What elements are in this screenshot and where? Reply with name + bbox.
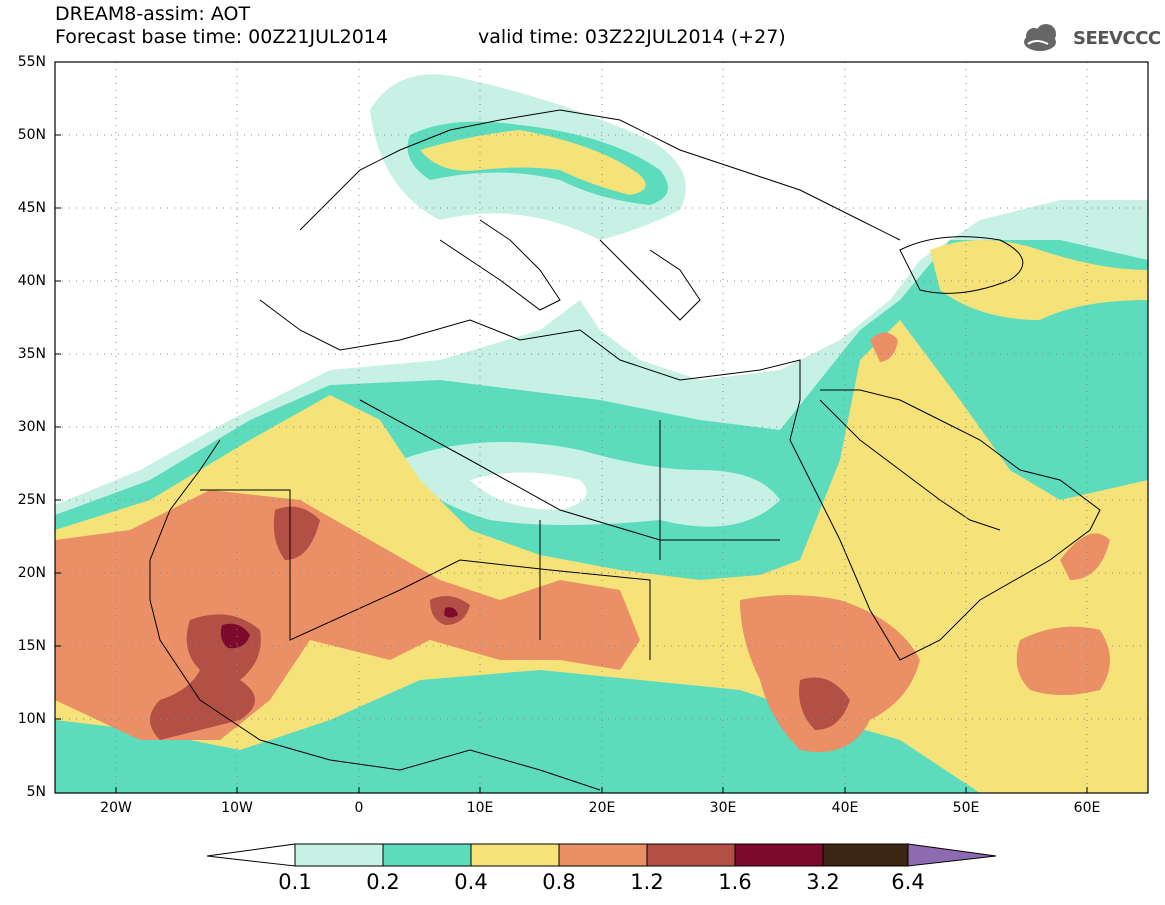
lat-tick-label: 45N — [17, 200, 46, 216]
lat-tick-label: 35N — [17, 346, 46, 362]
cloud-icon — [1024, 24, 1056, 51]
base-time-label: Forecast base time: 00Z21JUL2014 — [55, 26, 388, 48]
lon-tick-label: 10W — [221, 800, 253, 816]
colorbar-label: 6.4 — [891, 870, 925, 894]
lat-tick-label: 40N — [17, 273, 46, 289]
coastlines — [149, 109, 1101, 791]
colorbar-label: 0.1 — [278, 870, 312, 894]
axis-ticks — [55, 134, 1088, 793]
colorbar-cell-3 — [470, 843, 560, 867]
lat-tick-label: 30N — [17, 419, 46, 435]
valid-time-label: valid time: 03Z22JUL2014 (+27) — [478, 26, 786, 48]
seevccc-logo — [1024, 24, 1056, 51]
lat-tick-label: 5N — [26, 784, 46, 800]
lon-tick-label: 20W — [100, 800, 132, 816]
colorbar-label: 0.8 — [542, 870, 576, 894]
aot-band-0.4-europe — [420, 130, 646, 195]
aot-band-0.8-arabia — [1016, 626, 1110, 695]
lon-tick-label: 20E — [588, 800, 616, 816]
aot-band-1.6 — [220, 623, 250, 649]
colorbar-cell-7 — [822, 843, 909, 867]
lat-tick-label: 10N — [17, 711, 46, 727]
colorbar-cell-5 — [646, 843, 736, 867]
colorbar-cell-4 — [558, 843, 648, 867]
lon-tick-label: 10E — [466, 800, 494, 816]
lon-tick-label: 40E — [831, 800, 859, 816]
lat-tick-label: 55N — [17, 54, 46, 70]
logo-text: SEEVCCC — [1073, 28, 1161, 49]
colorbar-cell-6 — [734, 843, 824, 867]
colorbar-cell-1 — [294, 843, 384, 867]
aot-band-0.8-east — [740, 595, 920, 752]
colorbar-label: 0.4 — [454, 870, 488, 894]
lat-tick-label: 20N — [17, 565, 46, 581]
colorbar-label: 0.2 — [366, 870, 400, 894]
graticule — [55, 62, 1148, 793]
colorbar-label: 1.2 — [630, 870, 664, 894]
map-title: DREAM8-assim: AOT — [55, 3, 251, 25]
lat-tick-label: 15N — [17, 638, 46, 654]
colorbar-cell-2 — [382, 843, 472, 867]
aot-band-0.4-caspian — [930, 240, 1148, 320]
lon-tick-label: 0 — [354, 800, 364, 816]
colorbar-label: 3.2 — [806, 870, 840, 894]
colorbar-cell-below — [206, 843, 296, 867]
lat-tick-label: 25N — [17, 492, 46, 508]
colorbar — [206, 843, 997, 867]
colorbar-cell-above — [907, 843, 997, 867]
lon-tick-label: 50E — [952, 800, 980, 816]
lon-tick-label: 60E — [1073, 800, 1101, 816]
colorbar-label: 1.6 — [718, 870, 752, 894]
lat-tick-label: 50N — [17, 127, 46, 143]
lon-tick-label: 30E — [709, 800, 737, 816]
